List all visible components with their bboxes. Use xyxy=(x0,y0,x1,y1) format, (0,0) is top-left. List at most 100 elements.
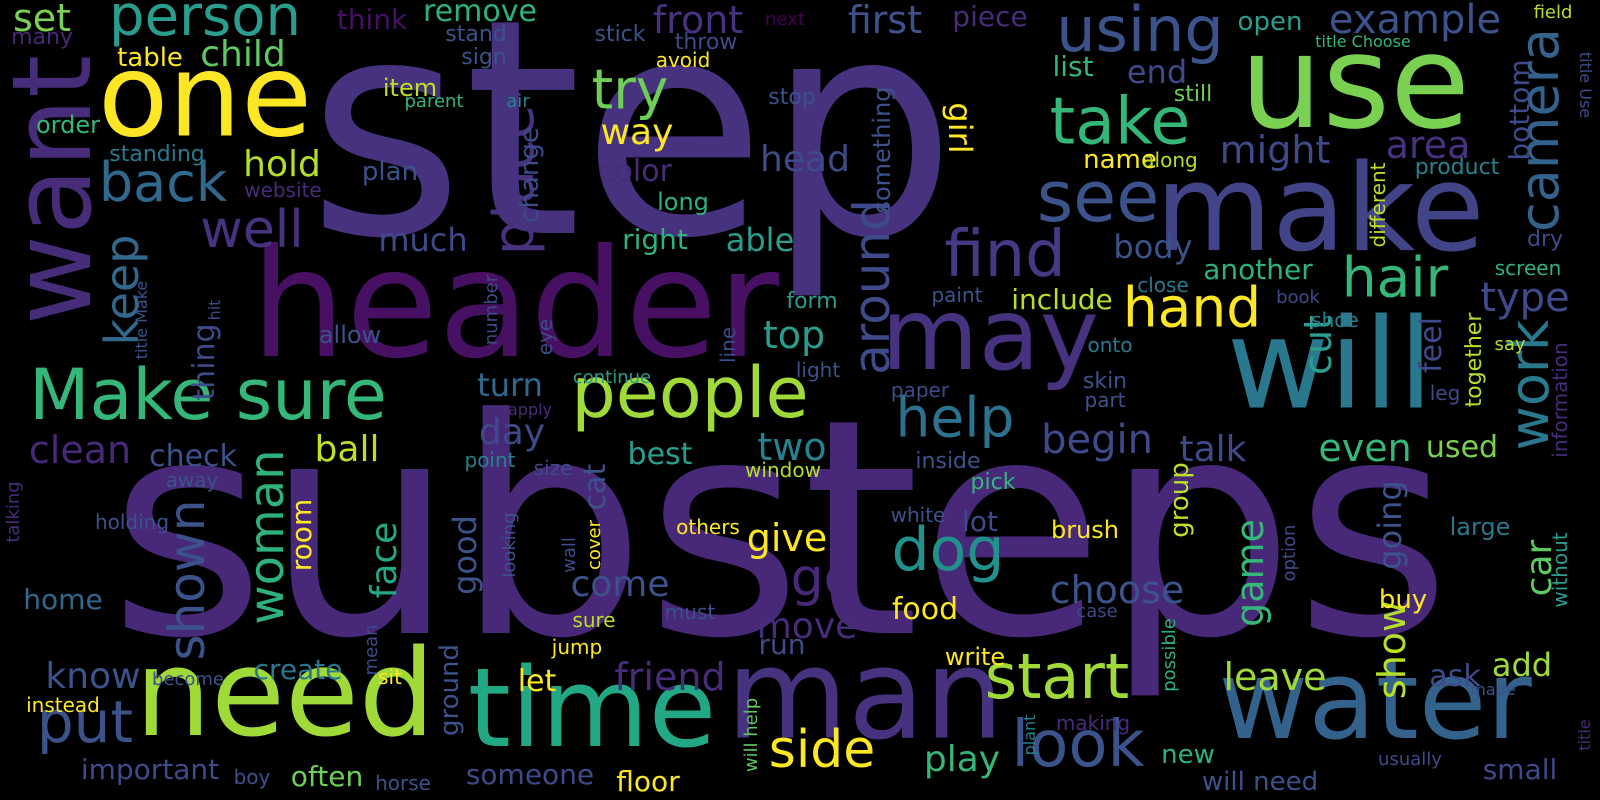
word-light: light xyxy=(795,358,841,382)
word-point: point xyxy=(464,448,516,472)
word-title-make: title Make xyxy=(132,280,151,360)
word-may: may xyxy=(881,276,1099,393)
word-people: people xyxy=(571,352,809,434)
word-stop: stop xyxy=(768,85,816,110)
word-boy: boy xyxy=(233,765,271,789)
word-shoe: shoe xyxy=(1311,308,1359,332)
word-lot: lot xyxy=(962,505,998,538)
word-looking: looking xyxy=(499,512,520,578)
word-leave: leave xyxy=(1223,655,1327,699)
word-find: find xyxy=(944,218,1066,292)
word-holding: holding xyxy=(94,510,170,534)
word-group: group xyxy=(1165,462,1195,538)
word-man: man xyxy=(726,622,1004,768)
word-want: want xyxy=(0,54,116,326)
word-talking: talking xyxy=(3,481,24,543)
word-stand: stand xyxy=(445,22,507,47)
word-turn: turn xyxy=(477,366,543,404)
word-face: face xyxy=(364,521,405,599)
word-usually: usually xyxy=(1378,749,1442,770)
word-paper: paper xyxy=(890,378,950,402)
word-day: day xyxy=(478,412,546,453)
word-step: step xyxy=(307,0,957,304)
word-hair: hair xyxy=(1341,245,1449,310)
word-name: name xyxy=(1083,145,1157,175)
word-one: one xyxy=(98,29,312,164)
word-know: know xyxy=(45,656,141,697)
word-information: information xyxy=(1548,342,1572,458)
word-next: next xyxy=(765,9,805,30)
word-child: child xyxy=(200,34,286,75)
word-field: field xyxy=(1533,2,1573,23)
word-small: small xyxy=(1482,753,1558,786)
word-home: home xyxy=(23,583,103,616)
word-start: start xyxy=(984,640,1130,713)
word-header: header xyxy=(250,218,780,392)
word-avoid: avoid xyxy=(655,48,711,72)
word-sign: sign xyxy=(461,45,507,70)
word-example: example xyxy=(1328,0,1502,43)
word-bottom: bottom xyxy=(1503,59,1536,161)
word-need: need xyxy=(135,625,435,764)
word-title-choose: title Choose xyxy=(1315,32,1411,51)
word-might: might xyxy=(1219,128,1331,172)
word-way: way xyxy=(600,112,674,153)
word-someone: someone xyxy=(465,758,595,791)
word-even: even xyxy=(1318,426,1412,470)
word-right: right xyxy=(622,223,688,256)
word-still: still xyxy=(1173,82,1213,107)
word-case: case xyxy=(1076,601,1118,622)
word-wall: wall xyxy=(559,537,580,573)
word-color: color xyxy=(598,154,672,189)
word-away: away xyxy=(165,468,219,492)
word-different: different xyxy=(1366,162,1390,248)
word-eye: eye xyxy=(533,318,557,356)
word-close: close xyxy=(1137,273,1189,297)
word-important: important xyxy=(80,753,220,786)
word-end: end xyxy=(1126,53,1188,91)
word-move: move xyxy=(756,606,858,647)
word-size: size xyxy=(533,456,573,480)
word-will: will xyxy=(1226,292,1434,438)
word-good: good xyxy=(446,515,484,595)
word-cover: cover xyxy=(584,519,605,571)
word-first: first xyxy=(847,0,923,42)
word-skin: skin xyxy=(1082,369,1128,394)
word-buy: buy xyxy=(1378,585,1428,615)
word-look: look xyxy=(1011,708,1145,782)
word-back: back xyxy=(98,151,228,214)
word-side: side xyxy=(768,720,876,780)
word-head: head xyxy=(760,139,850,180)
word-option: option xyxy=(1279,524,1300,582)
word-onto: onto xyxy=(1087,333,1133,357)
word-jump: jump xyxy=(551,635,603,659)
word-top: top xyxy=(762,313,826,357)
word-sure: sure xyxy=(572,608,616,632)
word-ask: ask xyxy=(1429,659,1481,694)
word-open: open xyxy=(1237,7,1303,37)
word-help: help xyxy=(895,385,1015,450)
word-floor: floor xyxy=(616,765,680,798)
word-make-sure: Make sure xyxy=(29,354,387,436)
word-continue: continue xyxy=(572,367,652,388)
word-thing: thing xyxy=(187,323,222,401)
word-area: area xyxy=(1385,123,1471,167)
word-horse: horse xyxy=(375,771,431,795)
word-feel: feel xyxy=(1414,317,1449,373)
word-allow: allow xyxy=(318,321,382,349)
word-will-help: will help xyxy=(741,697,762,773)
word-going: going xyxy=(1371,480,1409,570)
word-plant: plant xyxy=(1020,714,1039,756)
word-number: number xyxy=(481,274,502,346)
word-time: time xyxy=(467,644,717,772)
word-website: website xyxy=(244,178,322,202)
word-stick: stick xyxy=(594,22,646,47)
word-able: able xyxy=(725,221,795,259)
word-give: give xyxy=(746,516,828,560)
word-form: form xyxy=(786,289,838,314)
word-woman: woman xyxy=(239,449,295,625)
word-show: show xyxy=(1370,600,1414,700)
word-well: well xyxy=(200,200,304,260)
word-create: create xyxy=(253,653,343,686)
word-list: list xyxy=(1052,50,1094,83)
